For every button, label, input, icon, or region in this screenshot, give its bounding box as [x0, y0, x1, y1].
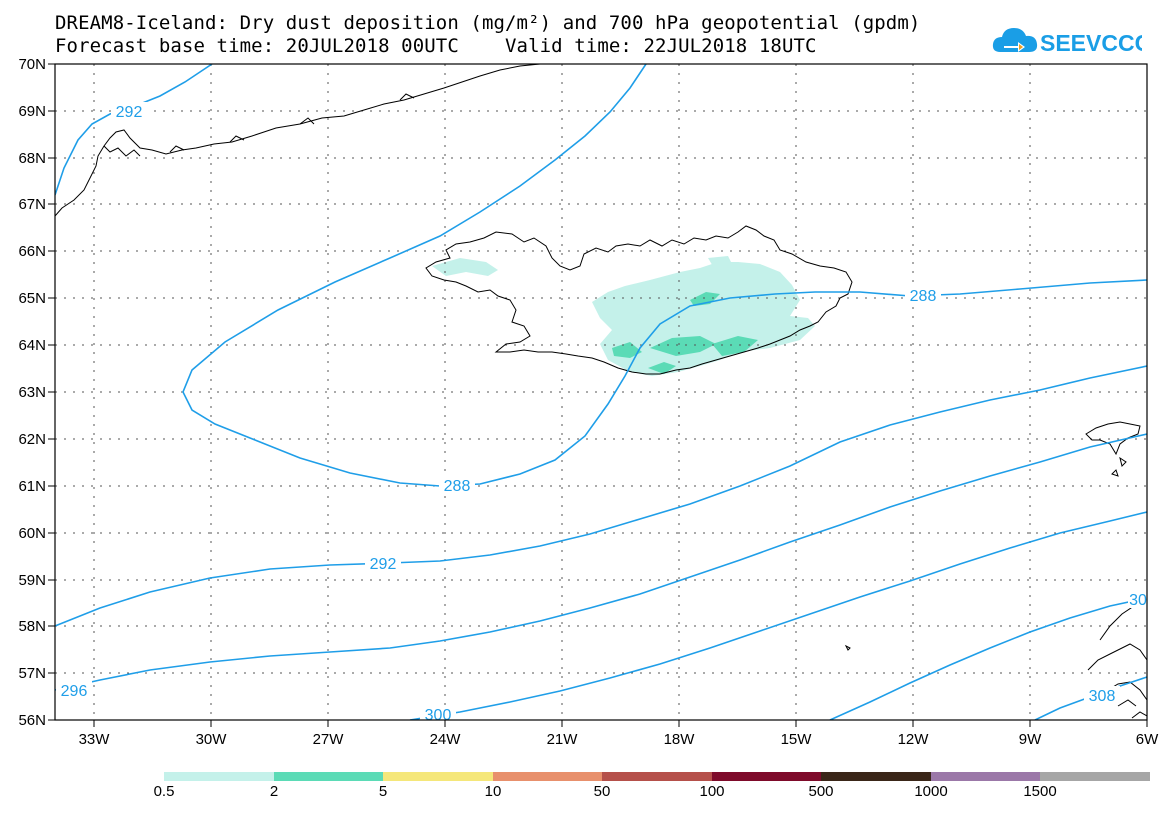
legend-label: 1000 — [914, 783, 948, 800]
lon-label: 33W — [79, 731, 111, 748]
legend-swatch — [493, 772, 602, 781]
greenland-coast — [55, 64, 541, 217]
lon-label: 15W — [781, 731, 813, 748]
lon-label: 18W — [664, 731, 696, 748]
contour-292-north — [55, 64, 213, 196]
legend-swatch — [274, 772, 383, 781]
legend-swatch — [821, 772, 931, 781]
legend-label: 0.5 — [153, 783, 175, 800]
dust-area-light — [592, 262, 815, 376]
forecast-time-line: Forecast base time: 20JUL2018 00UTC Vali… — [55, 35, 817, 57]
contour-label-288-east: 288 — [910, 288, 937, 305]
lat-label: 61N — [18, 478, 46, 495]
logo-text: SEEVCCC — [1040, 30, 1142, 56]
lat-label: 66N — [18, 243, 46, 260]
legend-label: 2 — [269, 783, 279, 800]
contour-296 — [55, 433, 1147, 691]
lat-label: 59N — [18, 572, 46, 589]
legend-swatch — [383, 772, 493, 781]
dust-area-light-2 — [432, 258, 498, 276]
contour-label-296: 296 — [61, 683, 88, 700]
legend-swatch — [164, 772, 274, 781]
contour-288-low — [182, 64, 1147, 487]
lon-label: 6W — [1136, 731, 1159, 748]
legend-swatch — [602, 772, 712, 781]
legend-label: 500 — [808, 783, 834, 800]
lat-label: 57N — [18, 665, 46, 682]
lon-label: 9W — [1019, 731, 1042, 748]
legend-label: 10 — [484, 783, 502, 800]
dust-area-medium — [612, 342, 642, 358]
coastlines — [55, 64, 1147, 719]
contour-label-292-south: 292 — [370, 556, 397, 573]
legend-label: 5 — [378, 783, 388, 800]
iceland-coast — [425, 225, 853, 375]
contour-label-300: 300 — [425, 707, 452, 724]
lon-label: 27W — [313, 731, 345, 748]
dust-area-medium-2 — [650, 336, 716, 356]
dust-deposition-shading — [432, 256, 815, 376]
contour-labels: 292 288 288 292 296 300 308 30 — [56, 102, 1147, 724]
lon-label: 30W — [196, 731, 228, 748]
legend-label: 50 — [593, 783, 611, 800]
seevccc-logo: SEEVCCC — [992, 28, 1142, 56]
cloud-icon — [992, 28, 1038, 52]
greenland-coast-detail — [103, 93, 415, 157]
faroe-coast — [1085, 421, 1141, 477]
legend-label: 100 — [699, 783, 725, 800]
lat-label: 56N — [18, 712, 46, 729]
lat-label: 70N — [18, 56, 46, 73]
legend-swatch — [1040, 772, 1150, 781]
lon-label: 12W — [898, 731, 930, 748]
contour-304 — [829, 597, 1147, 720]
contour-300 — [409, 511, 1147, 720]
dust-area-medium-4 — [690, 292, 720, 306]
contour-label-288-south: 288 — [444, 478, 471, 495]
contour-label-308: 308 — [1089, 688, 1116, 705]
legend-swatch — [712, 772, 821, 781]
lon-label: 24W — [430, 731, 462, 748]
latitude-labels: 70N 69N 68N 67N 66N 65N 64N 63N 62N 61N … — [18, 56, 46, 729]
small-island — [844, 644, 851, 651]
legend-swatch — [931, 772, 1040, 781]
longitude-labels: 33W 30W 27W 24W 21W 18W 15W 12W 9W 6W — [79, 731, 1160, 748]
lat-label: 65N — [18, 290, 46, 307]
contour-292-south — [55, 365, 1147, 627]
contour-label-30: 30 — [1129, 592, 1147, 609]
lat-label: 63N — [18, 384, 46, 401]
contour-label-292-north: 292 — [116, 104, 143, 121]
lat-label: 68N — [18, 150, 46, 167]
lat-label: 64N — [18, 337, 46, 354]
lat-label: 69N — [18, 103, 46, 120]
map-title: DREAM8-Iceland: Dry dust deposition (mg/… — [55, 12, 921, 34]
geopotential-contours — [55, 64, 1147, 720]
axis-ticks — [48, 63, 1148, 727]
lat-label: 60N — [18, 525, 46, 542]
lat-label: 58N — [18, 618, 46, 635]
dust-area-medium-5 — [648, 362, 676, 374]
legend-label: 1500 — [1023, 783, 1057, 800]
graticule — [55, 64, 1147, 720]
dust-area-light-3 — [708, 256, 732, 268]
lat-label: 67N — [18, 196, 46, 213]
lat-label: 62N — [18, 431, 46, 448]
dust-area-medium-3 — [712, 336, 758, 356]
lon-label: 21W — [547, 731, 579, 748]
